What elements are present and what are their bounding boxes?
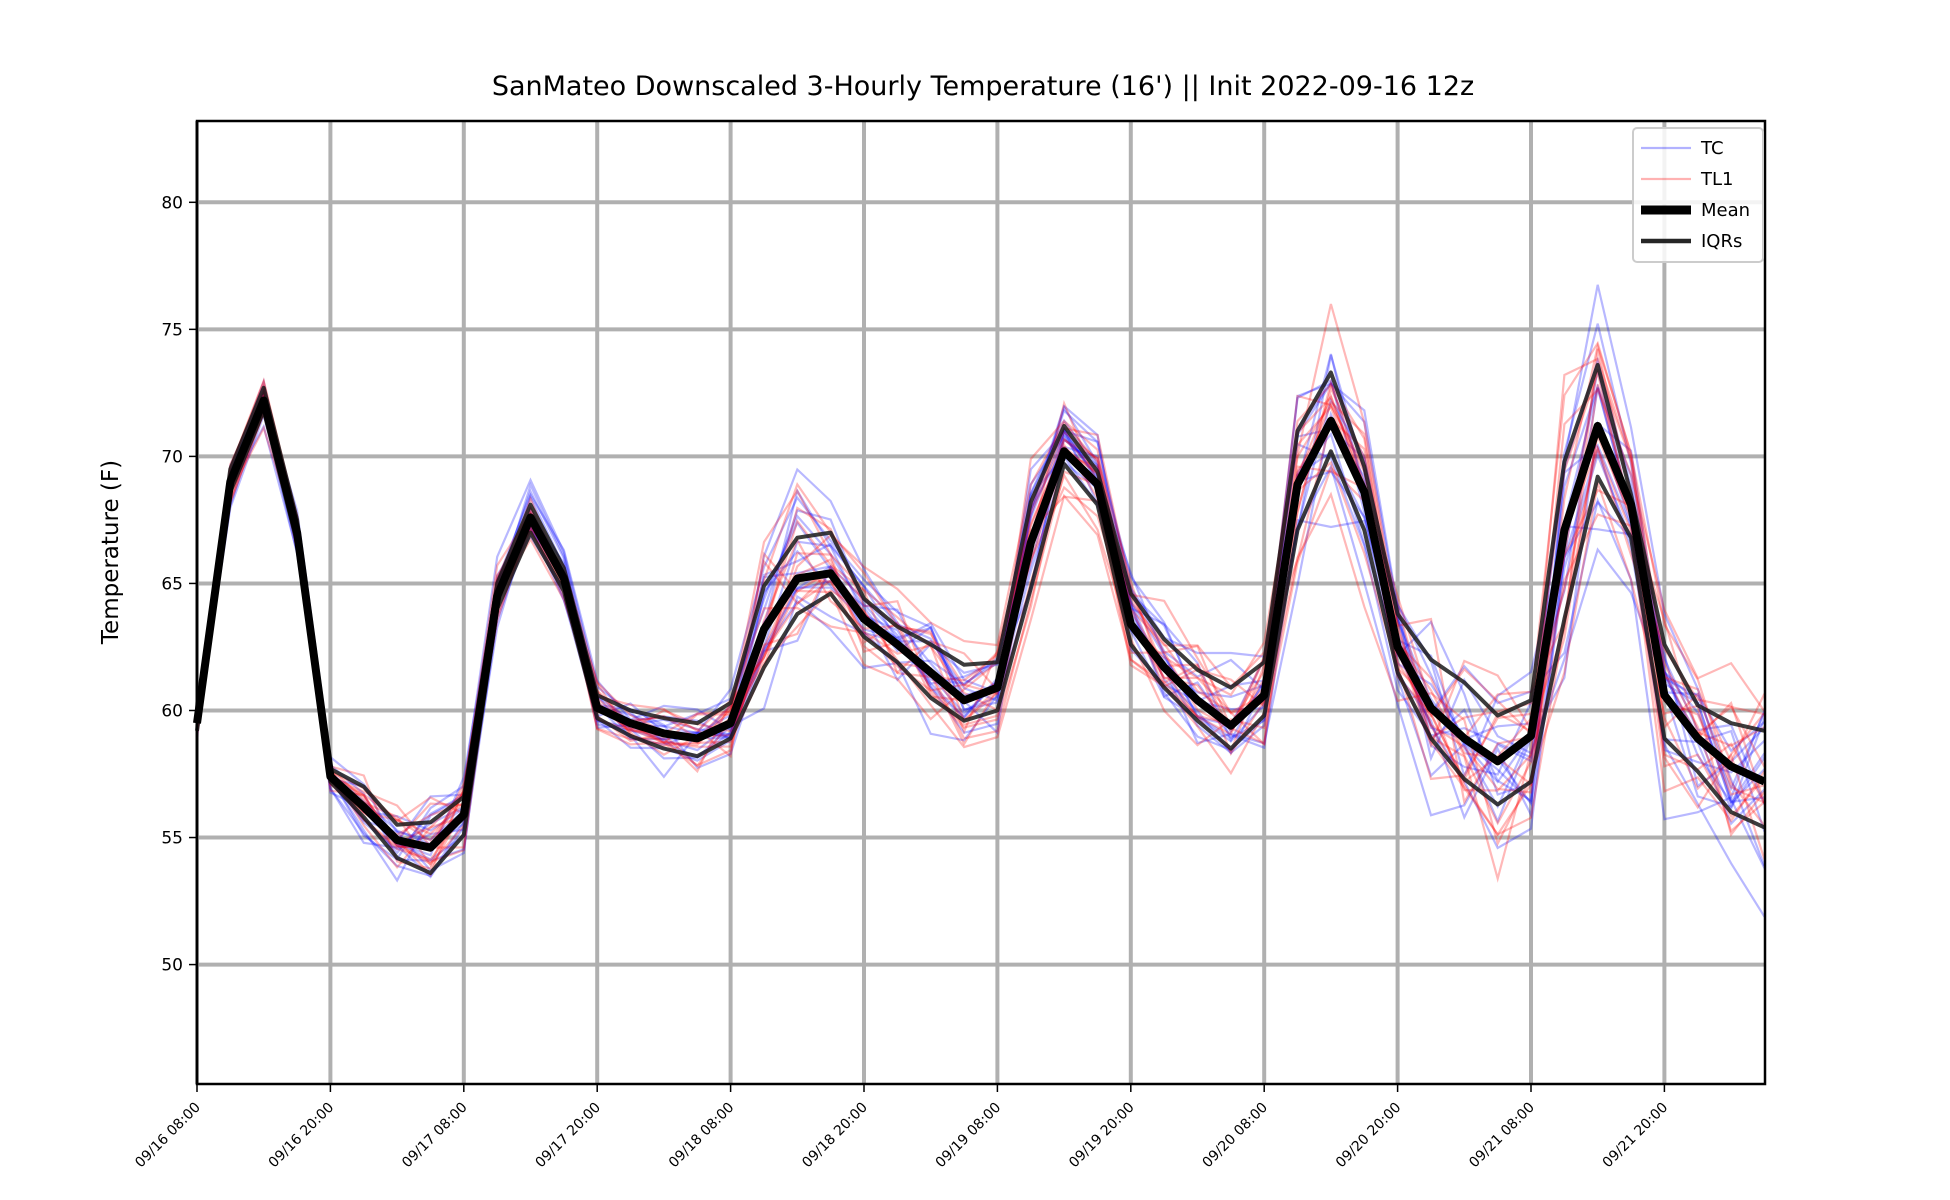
y-tick-label: 50 [161, 956, 183, 976]
plot-frame [195, 119, 1767, 1086]
tl1-member-line [195, 341, 1766, 870]
tc-member-line [195, 390, 1766, 918]
legend-box [1632, 127, 1764, 263]
plot-series [193, 284, 1767, 918]
tc-member-line [195, 356, 1766, 879]
iqr-upper-line [195, 362, 1765, 827]
mean-line [193, 396, 1767, 852]
tl1-member-line [195, 348, 1765, 863]
legend: TC TL1 Mean IQRs [1632, 127, 1764, 263]
tl1-member-line [195, 378, 1766, 836]
y-tick-label: 60 [161, 701, 183, 721]
y-tick-label: 65 [161, 574, 183, 594]
y-tick-label: 80 [161, 193, 183, 213]
legend-label-tl1: TL1 [1700, 169, 1733, 190]
y-tick-label: 55 [161, 829, 183, 849]
tc-member-line [195, 354, 1766, 855]
chart-title: SanMateo Downscaled 3-Hourly Temperature… [492, 71, 1474, 102]
y-axis-label: Temperature (F) [98, 460, 124, 645]
legend-label-iqrs: IQRs [1701, 231, 1742, 252]
tc-member-line [195, 382, 1766, 847]
tc-member-line [195, 323, 1766, 849]
legend-label-tc: TC [1700, 138, 1724, 159]
iqr-lower-line [195, 408, 1766, 876]
tl1-member-line [195, 384, 1766, 842]
y-tick-label: 70 [161, 447, 183, 467]
y-tick-label: 75 [161, 320, 183, 340]
tc-member-line [195, 284, 1766, 869]
tl1-member-line [195, 388, 1766, 866]
legend-label-mean: Mean [1701, 200, 1750, 221]
tl1-member-line [195, 363, 1765, 849]
tc-member-line [195, 383, 1766, 851]
